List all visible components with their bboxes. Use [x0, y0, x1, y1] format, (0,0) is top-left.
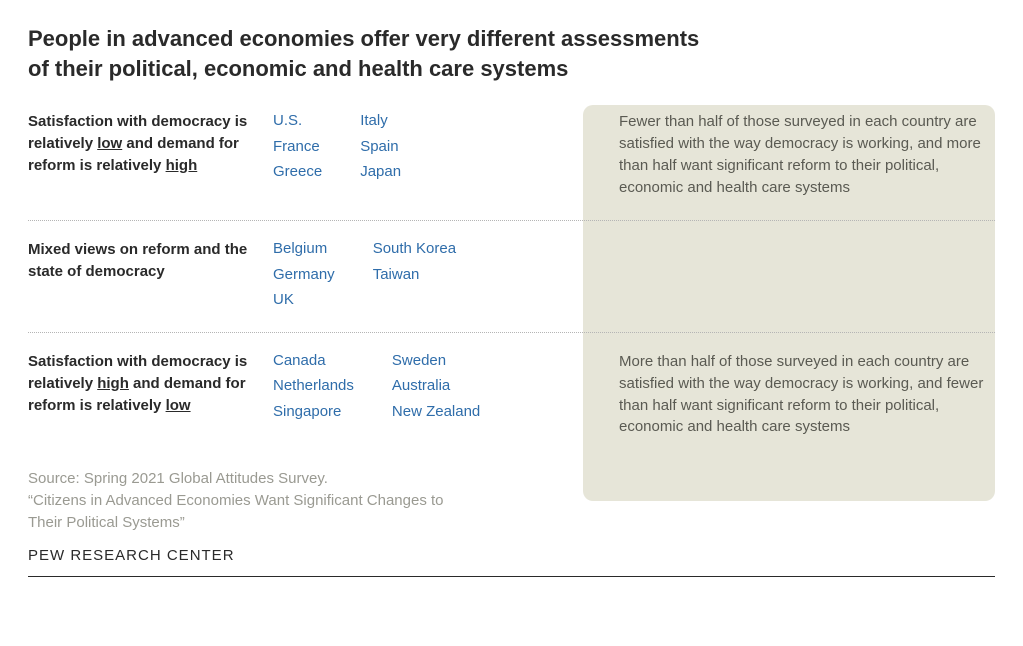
page-title: People in advanced economies offer very … [28, 24, 708, 83]
bottom-rule [28, 576, 995, 577]
country-col-2: Sweden Australia New Zealand [392, 351, 480, 438]
row-mixed-views: Mixed views on reform and the state of d… [28, 220, 995, 332]
label-underline: low [97, 135, 122, 152]
country-col-1: Canada Netherlands Singapore [273, 351, 354, 438]
row-label: Mixed views on reform and the state of d… [28, 239, 273, 310]
country-link[interactable]: Japan [360, 162, 401, 182]
source-line: “Citizens in Advanced Economies Want Sig… [28, 490, 448, 534]
country-link[interactable]: Sweden [392, 351, 480, 371]
country-link[interactable]: Singapore [273, 402, 354, 422]
countries: Belgium Germany UK South Korea Taiwan [273, 239, 573, 310]
label-underline: low [166, 397, 191, 414]
content-area: Satisfaction with democracy is relativel… [28, 105, 995, 460]
countries: U.S. France Greece Italy Spain Japan [273, 111, 573, 198]
country-link[interactable]: U.S. [273, 111, 322, 131]
country-link[interactable]: New Zealand [392, 402, 480, 422]
country-link[interactable]: Italy [360, 111, 401, 131]
country-link[interactable]: Germany [273, 265, 335, 285]
country-link[interactable]: Netherlands [273, 376, 354, 396]
country-link[interactable]: Greece [273, 162, 322, 182]
countries: Canada Netherlands Singapore Sweden Aust… [273, 351, 573, 438]
rows-container: Satisfaction with democracy is relativel… [28, 105, 995, 460]
row-label: Satisfaction with democracy is relativel… [28, 111, 273, 198]
country-col-2: South Korea Taiwan [373, 239, 456, 310]
country-link[interactable]: Belgium [273, 239, 335, 259]
country-col-1: U.S. France Greece [273, 111, 322, 198]
row-description: Fewer than half of those surveyed in eac… [573, 111, 995, 198]
country-link[interactable]: UK [273, 290, 335, 310]
label-underline: high [97, 375, 129, 392]
country-link[interactable]: France [273, 137, 322, 157]
row-low-satisfaction: Satisfaction with democracy is relativel… [28, 105, 995, 220]
country-link[interactable]: Taiwan [373, 265, 456, 285]
source-note: Source: Spring 2021 Global Attitudes Sur… [28, 468, 448, 533]
row-high-satisfaction: Satisfaction with democracy is relativel… [28, 332, 995, 460]
country-link[interactable]: South Korea [373, 239, 456, 259]
source-line: Source: Spring 2021 Global Attitudes Sur… [28, 468, 448, 490]
label-underline: high [166, 157, 198, 174]
attribution: PEW RESEARCH CENTER [28, 547, 995, 564]
country-link[interactable]: Canada [273, 351, 354, 371]
country-col-1: Belgium Germany UK [273, 239, 335, 310]
country-link[interactable]: Australia [392, 376, 480, 396]
row-description: More than half of those surveyed in each… [573, 351, 995, 438]
row-label: Satisfaction with democracy is relativel… [28, 351, 273, 438]
country-col-2: Italy Spain Japan [360, 111, 401, 198]
row-description [573, 239, 995, 310]
country-link[interactable]: Spain [360, 137, 401, 157]
